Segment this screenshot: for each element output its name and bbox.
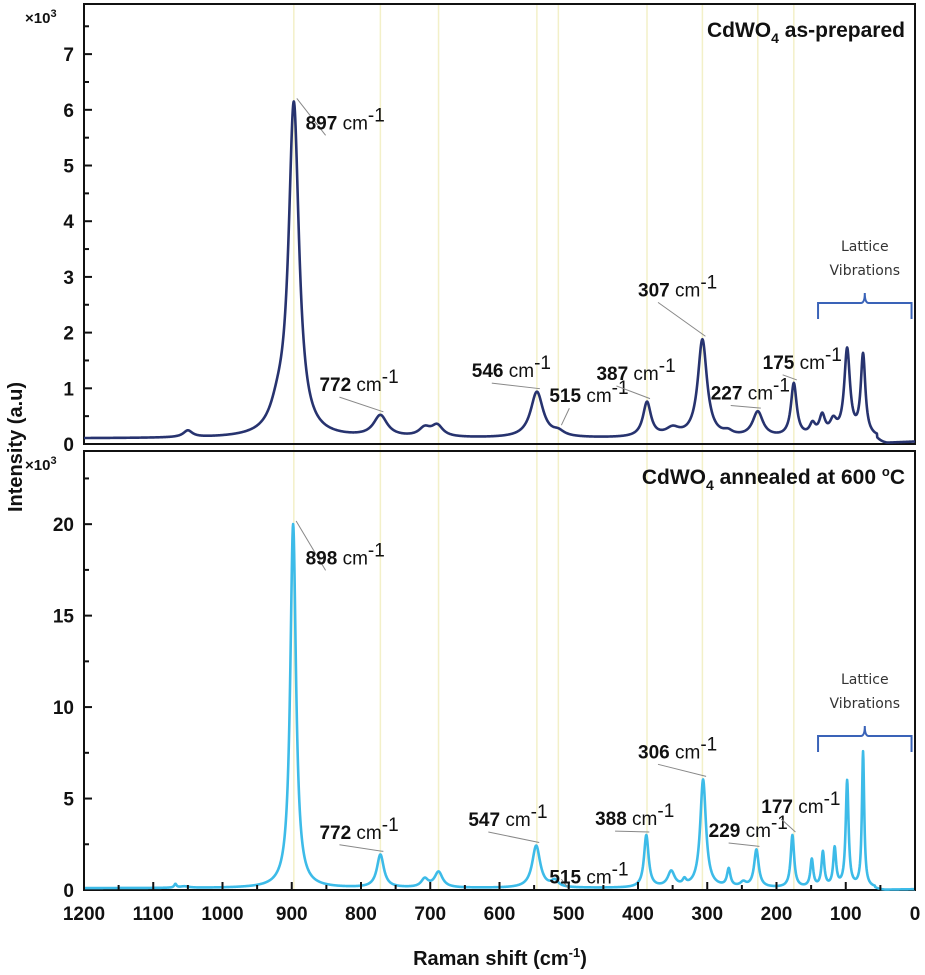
x-tick-label: 1200 — [63, 904, 105, 925]
y-tick-label: 3 — [63, 268, 74, 289]
peak-label: 307 cm-1 — [638, 272, 717, 301]
peak-label: 546 cm-1 — [472, 353, 551, 382]
x-axis: 1200 1100 1000 900 800 700 600 500 400 300 200 100 0 — [63, 882, 920, 925]
peak-label: 387 cm-1 — [596, 356, 675, 385]
annotation-leader — [780, 818, 796, 833]
peak-label: 898 cm-1 — [306, 540, 385, 569]
peak-label: 547 cm-1 — [468, 802, 547, 831]
annotation-leader — [616, 385, 651, 400]
guide-lines — [293, 5, 795, 889]
x-tick-label: 200 — [761, 904, 793, 925]
lattice-bracket — [817, 292, 913, 319]
y-tick-label: 20 — [53, 515, 74, 536]
x-tick-label: 0 — [910, 904, 921, 925]
peak-label: 897 cm-1 — [306, 105, 385, 134]
peak-label: 227 cm-1 — [711, 375, 790, 404]
annotation-leader — [560, 408, 570, 426]
lattice-label: Lattice — [841, 239, 889, 255]
y-tick-label: 4 — [63, 212, 74, 233]
x-tick-label: 1100 — [133, 904, 174, 925]
y-tick-label: 2 — [63, 324, 74, 345]
annotation-leader — [339, 396, 384, 413]
lattice-label: Lattice — [841, 672, 889, 688]
y-tick-label: 5 — [63, 157, 74, 178]
x-tick-label: 900 — [276, 904, 308, 925]
x-axis-title: Raman shift (cm-1) — [413, 945, 587, 970]
peak-label: 515 cm-1 — [549, 860, 628, 889]
peak-label: 175 cm-1 — [763, 345, 842, 374]
peak-label: 177 cm-1 — [761, 789, 840, 818]
y-tick-label: 6 — [63, 101, 74, 122]
y-tick-label: 0 — [63, 435, 74, 456]
x-tick-label: 300 — [691, 904, 723, 925]
peak-label: 306 cm-1 — [638, 734, 717, 763]
annotation-leader — [657, 301, 706, 337]
annotation-leader — [730, 404, 761, 409]
x-tick-label: 100 — [830, 904, 862, 925]
annotation-leader — [782, 374, 797, 381]
lattice-label: Vibrations — [830, 696, 901, 712]
x-tick-label: 500 — [553, 904, 585, 925]
peak-label: 772 cm-1 — [319, 815, 398, 844]
annotation-leader — [339, 844, 384, 852]
annotation-leader — [615, 830, 650, 833]
y-tick-label: 5 — [63, 790, 74, 811]
y-tick-label: 10 — [53, 698, 74, 719]
annotation-leader — [296, 98, 326, 136]
x-tick-label: 700 — [414, 904, 446, 925]
x-tick-label: 600 — [484, 904, 516, 925]
panel-annealed: 0 5 10 15 20 ×103 898 cm-1 772 cm-1 547 cm-1515 … — [25, 450, 916, 902]
annotation-leader — [488, 831, 540, 844]
y-tick-label: 1 — [63, 379, 74, 400]
panel-title: CdWO4 annealed at 600 oC — [642, 464, 905, 493]
y-multiplier-label: ×103 — [25, 8, 57, 27]
plot-frame — [83, 3, 916, 445]
annotation-leader — [491, 382, 540, 390]
annotation-leader — [728, 842, 760, 847]
panel-as-prepared: 0 1 2 3 4 5 6 7 ×103 897 cm-1 772 cm-1 546 cm-1515 … — [25, 3, 916, 456]
annotation-leader — [657, 763, 707, 777]
peak-label: 229 cm-1 — [709, 813, 788, 842]
x-tick-label: 400 — [622, 904, 654, 925]
annotation-leader — [295, 520, 327, 571]
peak-label: 388 cm-1 — [595, 801, 674, 830]
spectrum-line — [83, 100, 916, 444]
x-tick-label: 1000 — [201, 904, 243, 925]
y-tick-label: 7 — [63, 45, 74, 66]
x-tick-label: 800 — [345, 904, 377, 925]
peak-label: 772 cm-1 — [319, 367, 398, 396]
y-tick-label: 0 — [63, 881, 74, 902]
peak-label: 515 cm-1 — [549, 378, 628, 407]
lattice-bracket — [817, 725, 913, 752]
lattice-label: Vibrations — [830, 263, 901, 279]
y-multiplier-label: ×103 — [25, 455, 57, 474]
panel-title: CdWO4 as-prepared — [707, 19, 905, 46]
y-tick-label: 15 — [53, 607, 75, 628]
y-axis-title: Intensity (a.u) — [5, 382, 27, 512]
